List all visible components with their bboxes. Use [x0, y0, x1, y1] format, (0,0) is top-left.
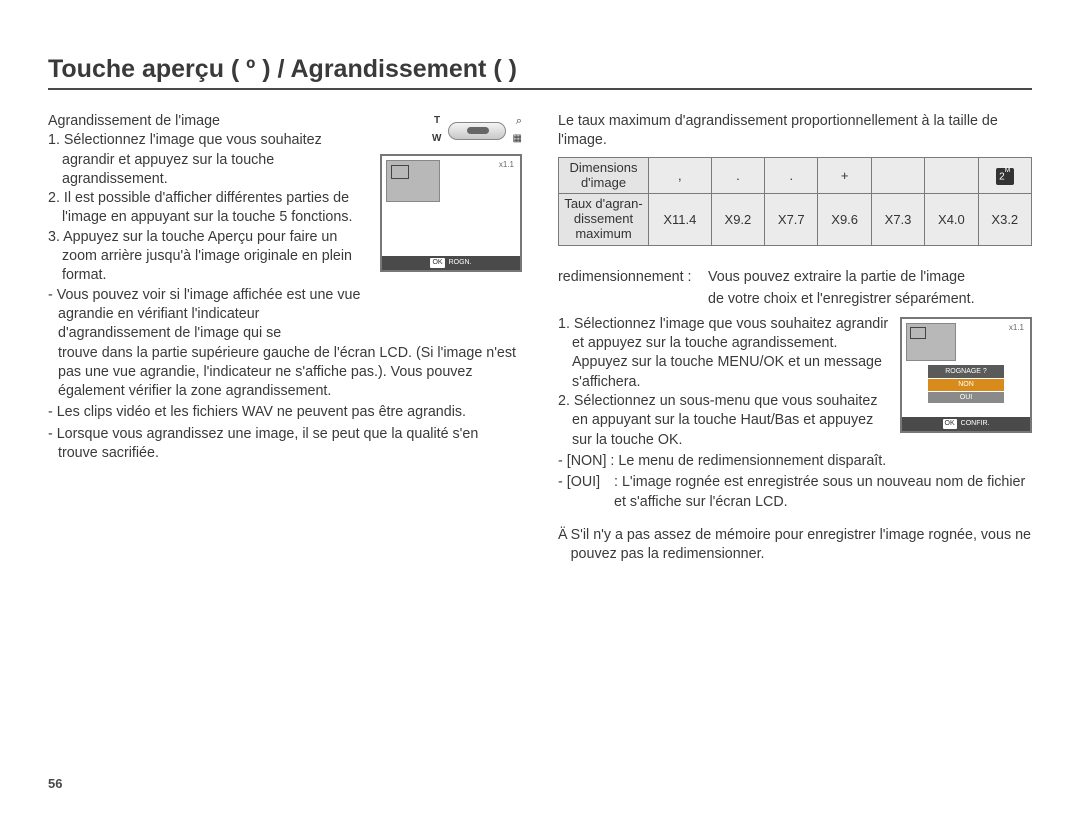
- bullet-1b: trouve dans la partie supérieure gauche …: [48, 344, 522, 402]
- lcd2-zoom-factor: x1.1: [1009, 323, 1024, 334]
- taux-cell: X7.7: [765, 194, 818, 246]
- lcd-zoom-factor: x1.1: [499, 160, 514, 171]
- size-cell: .: [711, 157, 764, 194]
- size-cell: +: [818, 157, 871, 194]
- lcd2-thumb: [906, 323, 956, 361]
- page-number: 56: [48, 776, 62, 791]
- crop-menu-title: ROGNAGE ?: [928, 365, 1004, 378]
- thumbnail-grid-icon: ▦: [513, 132, 522, 146]
- redim-label: redimensionnement :: [558, 268, 708, 287]
- right-intro: Le taux maximum d'agrandissement proport…: [558, 112, 1032, 151]
- r-oui-text: : L'image rognée est enregistrée sous un…: [614, 473, 1032, 512]
- r-non: - [NON] : Le menu de redimensionnement d…: [558, 452, 1032, 471]
- left-column: Agrandissement de l'image 1. Sélectionne…: [48, 112, 522, 564]
- ok-icon: OK: [430, 258, 444, 267]
- lcd2-action-label: CONFIR.: [961, 419, 990, 428]
- right-column: Le taux maximum d'agrandissement proport…: [558, 112, 1032, 564]
- footnote: Ä S'il n'y a pas assez de mémoire pour e…: [558, 526, 1032, 565]
- redim-text-2: de votre choix et l'enregistrer séparéme…: [558, 290, 1032, 309]
- size-cell: [871, 157, 924, 194]
- size-cell: 2M: [978, 157, 1031, 194]
- page-title: Touche aperçu ( º ) / Agrandissement ( ): [48, 55, 517, 84]
- lcd-preview-1: x1.1 OK ROGN.: [380, 154, 522, 272]
- zoom-rocker: T W ⌕ ▦: [432, 114, 522, 148]
- zoom-w-label: W: [432, 132, 441, 146]
- th-dimensions: Dimensions d'image: [559, 157, 649, 194]
- redim-row: redimensionnement : Vous pouvez extraire…: [558, 268, 1032, 287]
- ok-icon: OK: [943, 419, 957, 428]
- step-1: 1. Sélectionnez l'image que vous souhait…: [48, 131, 370, 189]
- bullet-3: - Lorsque vous agrandissez une image, il…: [48, 425, 522, 464]
- step-3: 3. Appuyez sur la touche Aperçu pour fai…: [48, 228, 370, 286]
- size-cell: ,: [649, 157, 712, 194]
- zoom-table: Dimensions d'image , . . + 2M Taux d'agr…: [558, 157, 1032, 247]
- th-taux: Taux d'agran-dissement maximum: [559, 194, 649, 246]
- taux-cell: X4.0: [925, 194, 978, 246]
- magnify-icon: ⌕: [516, 114, 522, 129]
- size-cell: [925, 157, 978, 194]
- zoom-pill-icon: [448, 122, 506, 140]
- lcd-preview-2: x1.1 ROGNAGE ? NON OUI OK CONFIR.: [900, 317, 1032, 433]
- step-2: 2. Il est possible d'afficher différente…: [48, 189, 370, 228]
- taux-cell: X11.4: [649, 194, 712, 246]
- lcd-thumb: [386, 160, 440, 202]
- bullet-1a: - Vous pouvez voir si l'image affichée e…: [48, 286, 370, 344]
- note-icon: Ä: [558, 526, 571, 565]
- note-text: S'il n'y a pas assez de mémoire pour enr…: [571, 526, 1032, 565]
- zoom-t-label: T: [434, 114, 440, 128]
- crop-menu-non: NON: [928, 379, 1004, 390]
- taux-cell: X9.2: [711, 194, 764, 246]
- taux-cell: X3.2: [978, 194, 1031, 246]
- redim-text-1: Vous pouvez extraire la partie de l'imag…: [708, 268, 965, 287]
- r-oui-label: - [OUI]: [558, 473, 614, 512]
- left-heading: Agrandissement de l'image: [48, 112, 370, 131]
- bullet-2: - Les clips vidéo et les fichiers WAV ne…: [48, 403, 522, 422]
- crop-menu-oui: OUI: [928, 392, 1004, 403]
- taux-cell: X9.6: [818, 194, 871, 246]
- lcd-action-label: ROGN.: [449, 258, 472, 267]
- size-cell: .: [765, 157, 818, 194]
- taux-cell: X7.3: [871, 194, 924, 246]
